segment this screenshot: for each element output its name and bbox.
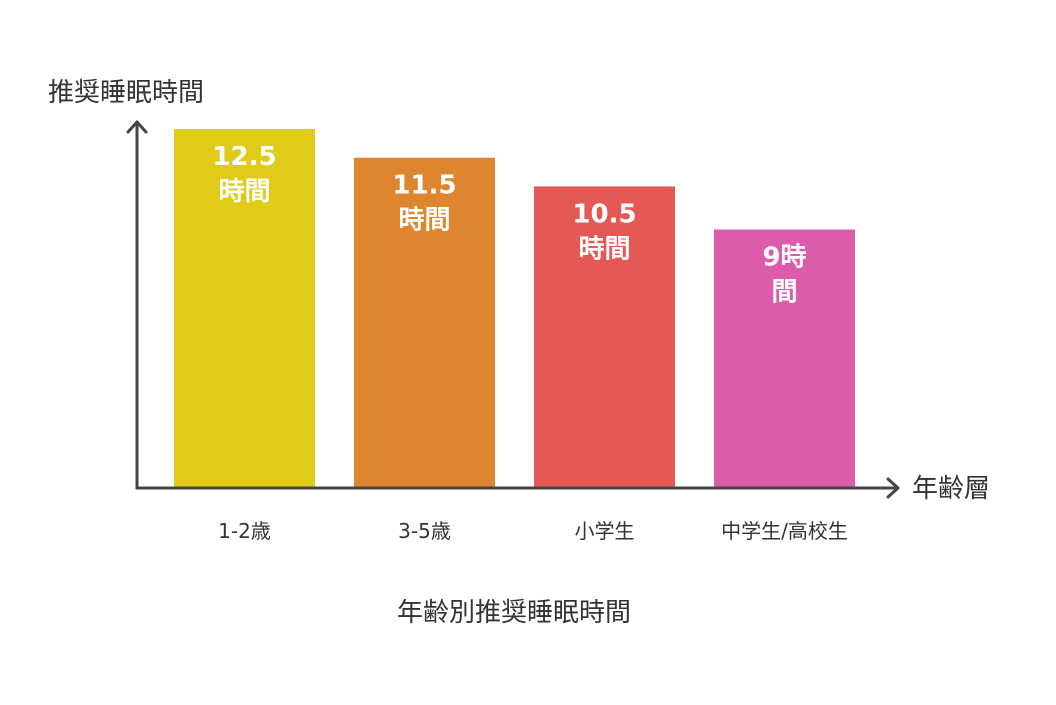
bar-1-value-label-line-2: 時間 <box>218 177 270 207</box>
x-axis <box>135 477 900 499</box>
category-label-3: 小学生 <box>575 519 635 543</box>
bar-2-value-label-line-2: 時間 <box>398 206 450 236</box>
bar-3 <box>534 186 675 488</box>
bar-4 <box>714 229 855 488</box>
bar-4-value-label-line-2: 間 <box>771 278 797 308</box>
bar-2 <box>354 157 495 488</box>
bar-1-value-label-line-1: 12.5 <box>212 142 276 172</box>
bars-group: 12.5 時間 11.5 時間 10.5 時間 9時間 <box>174 129 855 488</box>
category-label-4: 中学生/高校生 <box>721 519 848 543</box>
x-axis-label: 年齢層 <box>912 474 990 504</box>
category-label-1: 1-2歳 <box>218 519 271 543</box>
x-axis-arrowhead <box>886 477 900 499</box>
bar-3-value-label-line-2: 時間 <box>578 234 630 264</box>
category-label-2: 3-5歳 <box>398 519 451 543</box>
y-axis-arrowhead <box>126 120 148 134</box>
bar-4-value-label-line-1: 9時 <box>762 243 806 273</box>
category-labels: 1-2歳 3-5歳 小学生 中学生/高校生 <box>218 519 848 543</box>
bar-2-value-label-line-1: 11.5 <box>392 171 456 201</box>
bar-1 <box>174 129 315 488</box>
chart-title: 年齢別推奨睡眠時間 <box>397 598 631 628</box>
y-axis-label: 推奨睡眠時間 <box>48 78 204 108</box>
bar-3-value-label-line-1: 10.5 <box>572 199 636 229</box>
y-axis <box>126 120 148 490</box>
